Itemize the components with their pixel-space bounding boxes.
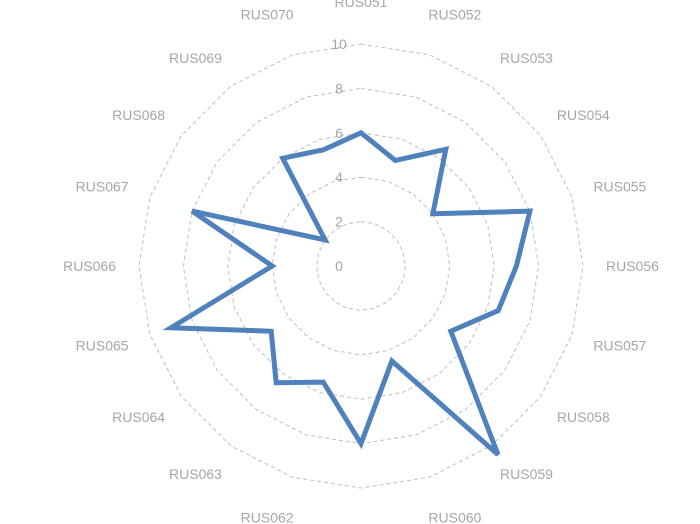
grid-ring-2 bbox=[316, 221, 406, 311]
grid-ring-8 bbox=[182, 87, 540, 445]
category-label: RUS056 bbox=[606, 258, 659, 274]
category-label: RUS053 bbox=[500, 50, 553, 66]
category-label: RUS068 bbox=[112, 107, 165, 123]
category-label: RUS066 bbox=[63, 258, 116, 274]
category-label: RUS055 bbox=[593, 179, 646, 195]
tick-label-layer: 0 2 4 6 8 10 bbox=[331, 36, 347, 274]
category-label: RUS062 bbox=[241, 509, 294, 524]
tick-label: 4 bbox=[335, 169, 343, 185]
category-label: RUS061 bbox=[335, 522, 388, 524]
category-label: RUS064 bbox=[112, 409, 165, 425]
tick-label: 6 bbox=[335, 125, 343, 141]
category-label: RUS054 bbox=[557, 107, 610, 123]
category-label: RUS067 bbox=[76, 179, 129, 195]
tick-label: 10 bbox=[331, 36, 347, 52]
grid-ring-10 bbox=[138, 43, 584, 489]
category-label: RUS058 bbox=[557, 409, 610, 425]
category-label: RUS059 bbox=[500, 466, 553, 482]
tick-label: 8 bbox=[335, 80, 343, 96]
category-label: RUS070 bbox=[241, 7, 294, 23]
category-label: RUS060 bbox=[428, 509, 481, 524]
series-layer bbox=[162, 129, 534, 457]
category-label: RUS052 bbox=[428, 7, 481, 23]
tick-label: 2 bbox=[335, 214, 343, 230]
tick-label: 0 bbox=[335, 258, 343, 274]
category-label: RUS057 bbox=[593, 337, 646, 353]
category-label: RUS063 bbox=[169, 466, 222, 482]
series-line bbox=[162, 129, 534, 457]
grid-ring-6 bbox=[227, 132, 495, 400]
category-label: RUS065 bbox=[76, 337, 129, 353]
category-label: RUS069 bbox=[169, 50, 222, 66]
category-label-layer: RUS051 RUS052 RUS053 RUS054 RUS055 RUS056 RUS0… bbox=[63, 0, 659, 524]
grid-ring-4 bbox=[271, 176, 451, 356]
category-label: RUS051 bbox=[335, 0, 388, 10]
